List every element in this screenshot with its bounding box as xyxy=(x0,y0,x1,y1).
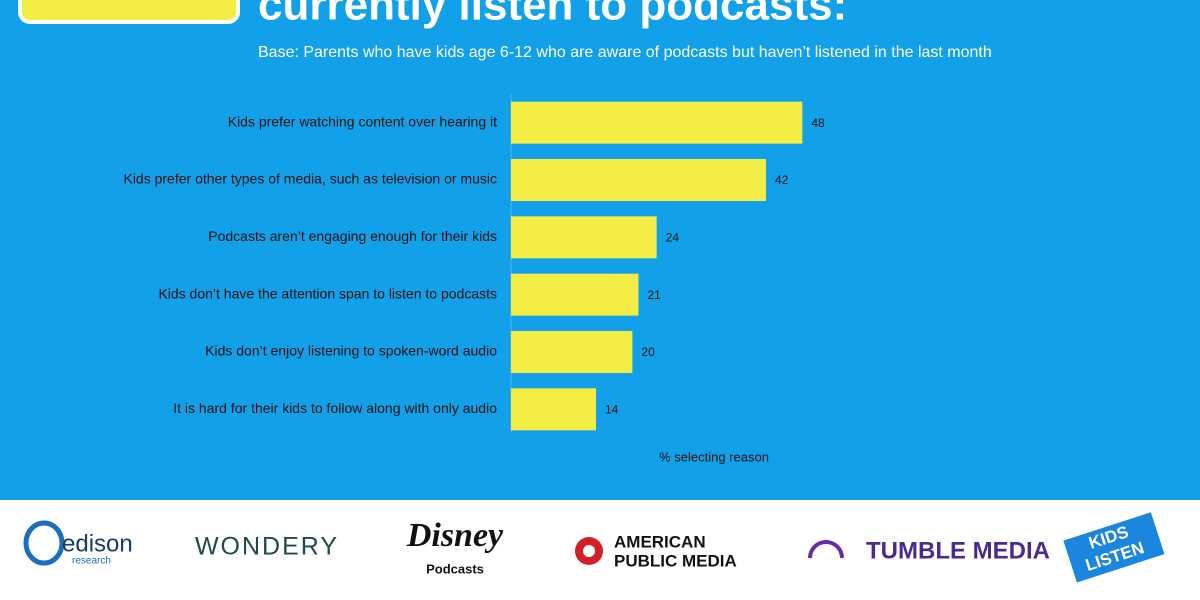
category-label: Podcasts aren’t engaging enough for thei… xyxy=(208,228,497,244)
category-label: Kids don’t enjoy listening to spoken-wor… xyxy=(205,343,497,359)
value-label: 20 xyxy=(641,345,655,359)
apm-icon xyxy=(583,545,595,557)
subtitle: Base: Parents who have kids age 6-12 who… xyxy=(258,44,992,61)
value-label: 14 xyxy=(605,403,619,417)
edison-icon xyxy=(23,520,65,566)
bar xyxy=(511,388,596,431)
value-label: 24 xyxy=(666,231,680,245)
chart-title: currently listen to podcasts: xyxy=(258,0,847,30)
kids-listen-badge xyxy=(1063,512,1165,583)
logo-text: edison xyxy=(62,530,133,557)
category-label: Kids don’t have the attention span to li… xyxy=(158,285,497,301)
value-label: 21 xyxy=(647,288,661,302)
value-label: 42 xyxy=(775,173,789,187)
x-axis-label: % selecting reason xyxy=(659,449,769,464)
tumble-icon xyxy=(808,540,844,559)
bar xyxy=(511,216,657,259)
category-label: It is hard for their kids to follow alon… xyxy=(173,400,497,416)
logo-text: AMERICAN xyxy=(614,532,706,551)
category-label: Kids prefer watching content over hearin… xyxy=(228,113,497,129)
category-label: Kids prefer other types of media, such a… xyxy=(123,171,497,187)
logo-text: PUBLIC MEDIA xyxy=(614,551,737,570)
bar xyxy=(511,273,639,316)
logos: edison research WONDERY Disney Podcasts … xyxy=(23,512,1165,583)
value-label: 48 xyxy=(811,116,825,130)
badge xyxy=(18,0,240,24)
logo-text: research xyxy=(72,556,111,567)
logo-text: Disney xyxy=(406,517,504,554)
logo-text: Podcasts xyxy=(426,561,484,576)
logo-text: TUMBLE MEDIA xyxy=(866,537,1050,564)
bar xyxy=(511,101,803,144)
logo-text: WONDERY xyxy=(195,533,339,561)
bar xyxy=(511,159,766,201)
bar xyxy=(511,331,633,373)
